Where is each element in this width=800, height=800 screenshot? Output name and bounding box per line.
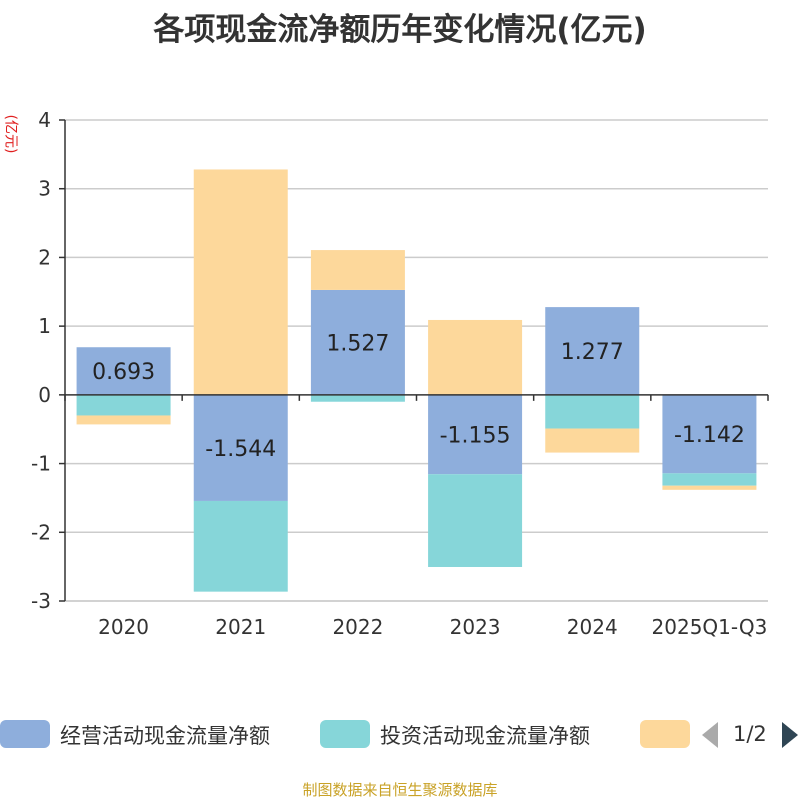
bar-1-2021 bbox=[193, 394, 288, 501]
x-tick-label-2024: 2024 bbox=[567, 615, 618, 639]
y-tick-label: 2 bbox=[38, 245, 51, 269]
y-tick-label: 1 bbox=[38, 314, 51, 338]
x-tick-label-2021: 2021 bbox=[215, 615, 266, 639]
data-label-2025Q1-Q3: -1.142 bbox=[674, 423, 745, 448]
x-tick-label-2025Q1-Q3: 2025Q1-Q3 bbox=[652, 615, 768, 639]
legend-item-investing[interactable]: 投资活动现金流量净额 bbox=[320, 718, 630, 750]
data-label-2020: 0.693 bbox=[92, 360, 155, 385]
legend-swatch-investing bbox=[320, 720, 370, 748]
bar-marks bbox=[76, 169, 757, 592]
x-tick-label-2020: 2020 bbox=[98, 615, 149, 639]
y-tick-label: -2 bbox=[31, 520, 51, 544]
y-tick-label: -1 bbox=[31, 452, 51, 476]
bar-2-2024 bbox=[545, 394, 640, 429]
bar-1-2020 bbox=[76, 347, 171, 395]
y-tick-label: 0 bbox=[38, 383, 51, 407]
chart-plot: 4 3 2 1 0 -1 -2 -3 2020 2021 2022 2023 2024 2025Q1-Q3… bbox=[31, 108, 769, 639]
bar-1-2024 bbox=[545, 307, 640, 395]
bar-1-2022 bbox=[310, 289, 405, 395]
legend-label-operating: 经营活动现金流量净额 bbox=[60, 724, 270, 748]
bar-3-2020 bbox=[76, 415, 171, 425]
data-labels: 0.693 -1.544 1.527 -1.155 1.277 -1.142 bbox=[92, 331, 745, 462]
legend-swatch-operating bbox=[0, 720, 50, 748]
data-label-2022: 1.527 bbox=[326, 331, 389, 356]
legend-next-page-icon[interactable] bbox=[782, 722, 798, 748]
bar-2-2020 bbox=[76, 394, 171, 416]
x-tick-label-2022: 2022 bbox=[332, 615, 383, 639]
x-tick-label-2023: 2023 bbox=[450, 615, 501, 639]
legend-swatch-financing bbox=[640, 720, 690, 748]
y-tick-label: 4 bbox=[38, 108, 51, 132]
grid-lines bbox=[65, 119, 768, 602]
bar-3-2021 bbox=[193, 169, 288, 395]
legend-label-investing: 投资活动现金流量净额 bbox=[380, 724, 590, 748]
bar-3-2024 bbox=[545, 428, 640, 453]
bar-2-2021 bbox=[193, 500, 288, 592]
bar-2-2022 bbox=[310, 394, 405, 402]
bar-3-2025Q1-Q3 bbox=[662, 485, 757, 490]
y-tick-label: -3 bbox=[31, 589, 51, 613]
bar-2-2025Q1-Q3 bbox=[662, 473, 757, 486]
bar-1-2023 bbox=[428, 394, 523, 475]
legend-item-financing[interactable] bbox=[640, 718, 690, 750]
data-label-2023: -1.155 bbox=[440, 424, 511, 449]
bar-3-2022 bbox=[310, 250, 405, 290]
data-label-2021: -1.544 bbox=[205, 437, 276, 462]
legend-item-operating[interactable]: 经营活动现金流量净额 bbox=[0, 718, 310, 750]
chart-title: 各项现金流净额历年变化情况(亿元) bbox=[153, 12, 647, 48]
legend: 经营活动现金流量净额 投资活动现金流量净额 1/2 bbox=[0, 718, 800, 752]
bar-1-2025Q1-Q3 bbox=[662, 394, 757, 474]
legend-page-indicator: 1/2 bbox=[733, 722, 767, 746]
y-tick-label: 3 bbox=[38, 177, 51, 201]
legend-prev-page-icon[interactable] bbox=[702, 722, 718, 748]
data-label-2024: 1.277 bbox=[561, 340, 624, 365]
bar-3-2023 bbox=[428, 319, 523, 395]
bar-2-2023 bbox=[428, 474, 523, 567]
data-source-note: 制图数据来自恒生聚源数据库 bbox=[302, 781, 498, 799]
axes: 4 3 2 1 0 -1 -2 -3 2020 2021 2022 2023 2024 2025Q1-Q3 bbox=[31, 108, 769, 639]
